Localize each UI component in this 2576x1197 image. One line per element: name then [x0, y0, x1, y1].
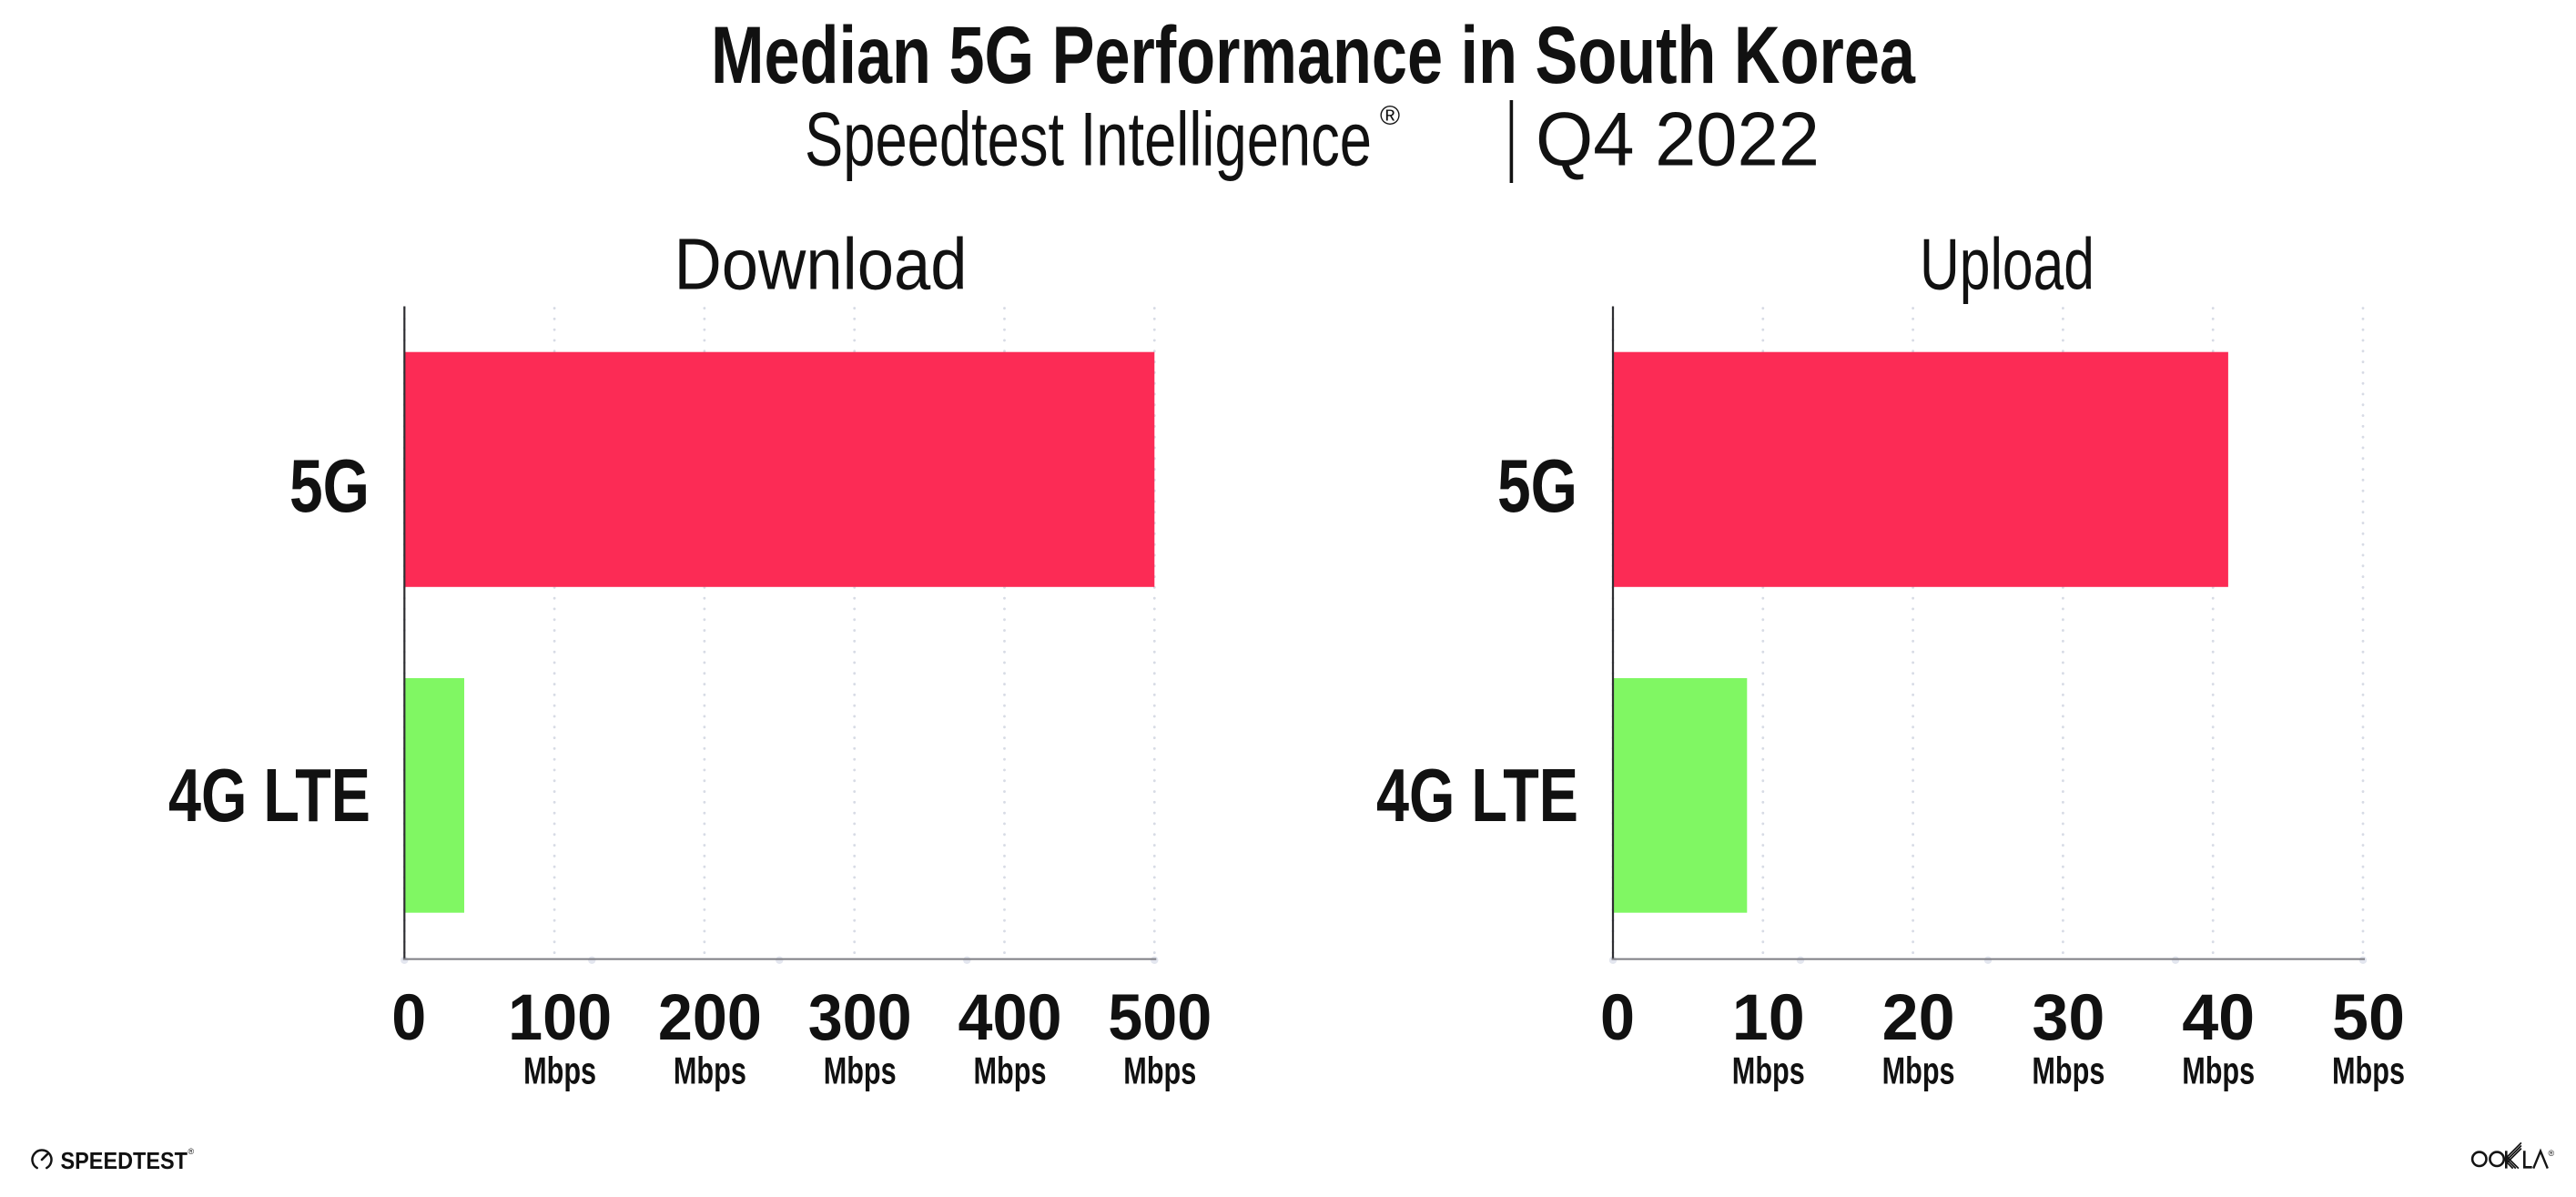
svg-text:Q4 2022: Q4 2022 [1536, 96, 1820, 182]
svg-text:20: 20 [1882, 981, 1955, 1054]
svg-text:®: ® [2549, 1149, 2555, 1158]
svg-text:0: 0 [391, 981, 426, 1054]
svg-text:10: 10 [1732, 981, 1805, 1054]
svg-text:Upload: Upload [1920, 224, 2094, 305]
svg-text:300: 300 [808, 981, 912, 1054]
svg-text:Mbps: Mbps [824, 1050, 897, 1092]
svg-text:4G LTE: 4G LTE [168, 754, 370, 837]
svg-text:Mbps: Mbps [674, 1050, 746, 1092]
svg-text:Speedtest Intelligence: Speedtest Intelligence [805, 96, 1372, 182]
svg-text:Mbps: Mbps [523, 1050, 596, 1092]
svg-text:50: 50 [2332, 981, 2405, 1054]
svg-text:Download: Download [674, 224, 968, 305]
svg-text:Mbps: Mbps [1882, 1050, 1955, 1092]
svg-text:200: 200 [658, 981, 762, 1054]
svg-text:400: 400 [958, 981, 1062, 1054]
svg-text:Mbps: Mbps [2182, 1050, 2255, 1092]
svg-text:4G LTE: 4G LTE [1376, 754, 1578, 837]
svg-text:®: ® [1380, 101, 1400, 131]
svg-text:Mbps: Mbps [1732, 1050, 1805, 1092]
svg-text:40: 40 [2182, 981, 2255, 1054]
svg-text:5G: 5G [289, 444, 370, 528]
svg-text:Mbps: Mbps [1123, 1050, 1196, 1092]
svg-text:SPEEDTEST: SPEEDTEST [61, 1147, 188, 1174]
svg-text:Mbps: Mbps [974, 1050, 1047, 1092]
svg-text:Median 5G Performance in South: Median 5G Performance in South Korea [711, 9, 1916, 100]
svg-text:0: 0 [1600, 981, 1635, 1054]
svg-text:Mbps: Mbps [2032, 1050, 2104, 1092]
svg-text:5G: 5G [1497, 444, 1577, 528]
svg-text:500: 500 [1108, 981, 1212, 1054]
svg-text:30: 30 [2032, 981, 2104, 1054]
svg-text:Mbps: Mbps [2332, 1050, 2405, 1092]
svg-text:®: ® [188, 1147, 195, 1156]
svg-text:100: 100 [508, 981, 612, 1054]
